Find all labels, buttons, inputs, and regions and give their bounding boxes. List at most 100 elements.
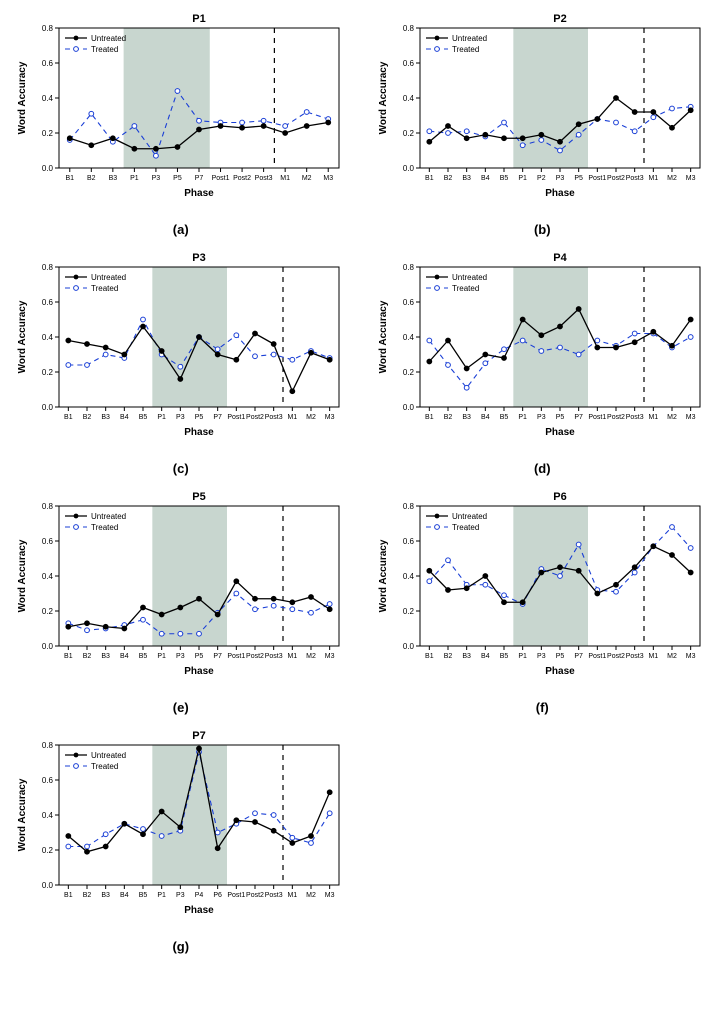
panel-e: 0.00.20.40.60.8B1B2B3B4B5P1P3P5P7Post1Po… (10, 488, 352, 721)
untreated-series-marker (103, 844, 108, 849)
treated-series-marker (84, 628, 89, 633)
shaded-phase-region (514, 506, 589, 646)
treated-series-marker (239, 120, 244, 125)
x-tick-label: B4 (481, 414, 490, 421)
untreated-series-marker (122, 352, 127, 357)
x-tick-label: M3 (323, 175, 333, 182)
treated-series-marker (670, 106, 675, 111)
y-tick-label: 0.4 (42, 333, 54, 342)
x-tick-label: P5 (194, 653, 203, 660)
untreated-series-marker (595, 591, 600, 596)
untreated-series-marker (103, 345, 108, 350)
treated-series-marker (670, 525, 675, 530)
panel-caption: (g) (172, 939, 189, 954)
treated-series-marker (234, 591, 239, 596)
untreated-series-marker (427, 568, 432, 573)
x-tick-label: B4 (120, 414, 129, 421)
x-tick-label: B2 (82, 414, 91, 421)
untreated-series-marker (539, 132, 544, 137)
treated-series-marker (159, 631, 164, 636)
treated-series-marker (283, 124, 288, 129)
line-chart-p2: 0.00.20.40.60.8B1B2B3B4B5P1P2P3P5Post1Po… (372, 10, 712, 220)
untreated-series-marker (283, 131, 288, 136)
y-tick-label: 0.4 (403, 333, 415, 342)
treated-series-marker (539, 349, 544, 354)
untreated-series-marker (234, 818, 239, 823)
x-tick-label: P3 (176, 653, 185, 660)
treated-series-marker (140, 317, 145, 322)
legend-label-treated: Treated (91, 45, 118, 54)
untreated-series-marker (327, 357, 332, 362)
x-tick-label: Post2 (607, 175, 625, 182)
y-tick-label: 0.2 (403, 368, 415, 377)
treated-series-marker (502, 347, 507, 352)
x-tick-label: P3 (176, 414, 185, 421)
untreated-series-marker (110, 136, 115, 141)
treated-series-marker (446, 363, 451, 368)
chart-title: P1 (192, 13, 205, 25)
treated-series-marker (252, 607, 257, 612)
legend-label-treated: Treated (91, 284, 118, 293)
y-tick-label: 0.8 (403, 502, 415, 511)
x-tick-label: Post1 (227, 414, 245, 421)
line-chart-p7: 0.00.20.40.60.8B1B2B3B4B5P1P3P4P6Post1Po… (11, 727, 351, 937)
untreated-series-marker (577, 568, 582, 573)
untreated-series-marker (178, 825, 183, 830)
untreated-series-marker (122, 626, 127, 631)
x-tick-label: M2 (667, 175, 677, 182)
chart-title: P7 (192, 730, 205, 742)
untreated-series-marker (670, 125, 675, 130)
untreated-series-marker (290, 841, 295, 846)
treated-series-marker (132, 124, 137, 129)
x-tick-label: M1 (649, 414, 659, 421)
x-axis-label: Phase (184, 188, 214, 199)
x-tick-label: B3 (463, 175, 472, 182)
y-axis-label: Word Accuracy (17, 61, 28, 134)
y-tick-label: 0.0 (42, 642, 54, 651)
untreated-series-marker (66, 338, 71, 343)
untreated-series-marker (327, 790, 332, 795)
x-tick-label: B2 (87, 175, 96, 182)
untreated-series-marker (271, 828, 276, 833)
untreated-series-marker (67, 136, 72, 141)
untreated-series-marker (140, 324, 145, 329)
y-tick-label: 0.6 (42, 776, 54, 785)
line-chart-p3: 0.00.20.40.60.8B1B2B3B4B5P1P3P5P7Post1Po… (11, 249, 351, 459)
treated-series-marker (66, 363, 71, 368)
x-tick-label: M3 (686, 175, 696, 182)
untreated-series-marker (304, 124, 309, 129)
x-tick-label: M2 (306, 414, 316, 421)
untreated-series-marker (132, 146, 137, 151)
untreated-series-marker (595, 117, 600, 122)
treated-series-marker (483, 582, 488, 587)
x-tick-label: P7 (575, 414, 584, 421)
x-tick-label: P4 (194, 892, 203, 899)
treated-series-marker (633, 331, 638, 336)
treated-series-marker (595, 338, 600, 343)
legend-label-treated: Treated (452, 45, 479, 54)
y-tick-label: 0.8 (42, 24, 54, 33)
treated-series-marker (558, 148, 563, 153)
untreated-series-marker (670, 343, 675, 348)
untreated-series-marker (252, 820, 257, 825)
legend-label-untreated: Untreated (91, 512, 126, 521)
shaded-phase-region (152, 506, 227, 646)
legend-label-treated: Treated (91, 523, 118, 532)
treated-series-marker (327, 811, 332, 816)
y-axis-label: Word Accuracy (17, 778, 28, 851)
x-tick-label: B3 (101, 414, 110, 421)
legend-label-untreated: Untreated (91, 34, 126, 43)
untreated-series-marker (633, 110, 638, 115)
untreated-series-marker (218, 124, 223, 129)
x-tick-label: B3 (108, 175, 117, 182)
x-tick-label: P7 (194, 175, 203, 182)
panel-b: 0.00.20.40.60.8B1B2B3B4B5P1P2P3P5Post1Po… (372, 10, 714, 243)
x-tick-label: B4 (481, 175, 490, 182)
untreated-series-marker (465, 586, 470, 591)
untreated-series-marker (539, 570, 544, 575)
x-tick-label: P3 (537, 414, 546, 421)
x-tick-label: M3 (686, 653, 696, 660)
x-tick-label: P3 (537, 653, 546, 660)
treated-series-marker (140, 617, 145, 622)
x-tick-label: B4 (481, 653, 490, 660)
